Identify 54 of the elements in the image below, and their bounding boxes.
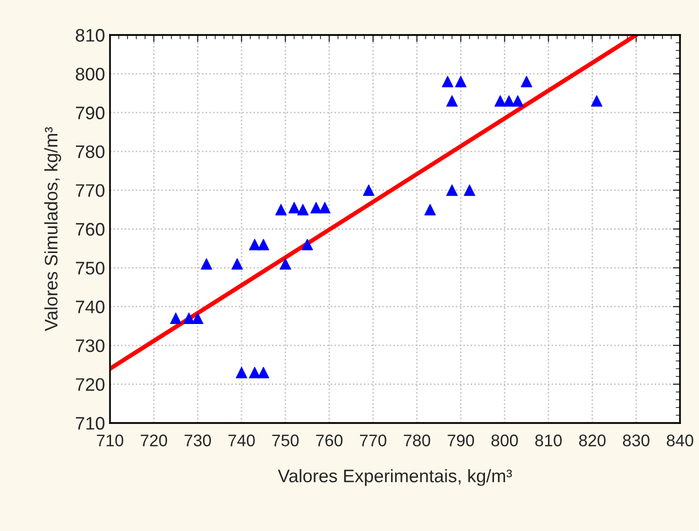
x-tick-label: 840: [666, 434, 694, 446]
x-tick-label: 750: [272, 434, 299, 446]
x-tick-label: 710: [96, 434, 124, 446]
x-tick-label: 770: [360, 434, 386, 446]
x-tick-label: 720: [140, 434, 168, 446]
point: [297, 204, 309, 216]
point: [200, 258, 212, 270]
point: [280, 258, 292, 270]
x-tick-label: 810: [535, 434, 562, 446]
y-tick-label: 760: [76, 222, 104, 236]
x-tick-label: 730: [184, 434, 211, 446]
point: [362, 184, 374, 196]
y-tick-label: 740: [76, 300, 104, 314]
point: [302, 238, 314, 250]
y-tick-label: 720: [76, 378, 104, 391]
point: [248, 238, 260, 250]
y-tick-label: 790: [76, 106, 104, 120]
point: [446, 184, 458, 196]
point: [446, 95, 458, 107]
x-tick-label: 740: [228, 434, 255, 446]
point: [455, 76, 466, 88]
y-axis-title: Valores Simulados, kg/m³: [44, 127, 62, 332]
point: [170, 312, 182, 324]
point: [442, 76, 454, 88]
point: [590, 95, 602, 107]
point: [183, 312, 195, 324]
point: [192, 312, 204, 324]
point: [464, 184, 476, 196]
point: [258, 366, 270, 378]
x-axis-title: Valores Experimentais, kg/m³: [278, 469, 512, 486]
point: [319, 202, 331, 214]
x-tick-label: 760: [316, 434, 342, 446]
y-tick-label: 770: [76, 184, 104, 197]
y-tick-label: 800: [76, 68, 104, 81]
x-tick-label: 790: [448, 434, 474, 446]
point: [512, 95, 524, 107]
point: [310, 202, 322, 214]
y-tick-label: 750: [76, 262, 104, 275]
point: [275, 204, 287, 216]
point: [258, 238, 270, 250]
x-tick-label: 820: [579, 434, 606, 446]
point: [520, 76, 532, 88]
x-tick-label: 780: [404, 434, 430, 446]
point: [236, 366, 248, 378]
x-tick-label: 800: [491, 434, 518, 446]
y-tick-label: 810: [76, 28, 104, 42]
y-tick-label: 780: [76, 145, 104, 158]
point: [231, 258, 243, 270]
y-tick-label: 730: [76, 339, 104, 352]
y-tick-label: 710: [76, 416, 104, 430]
x-tick-label: 830: [622, 434, 650, 446]
point: [248, 366, 260, 378]
point: [288, 202, 300, 214]
point: [424, 204, 436, 216]
